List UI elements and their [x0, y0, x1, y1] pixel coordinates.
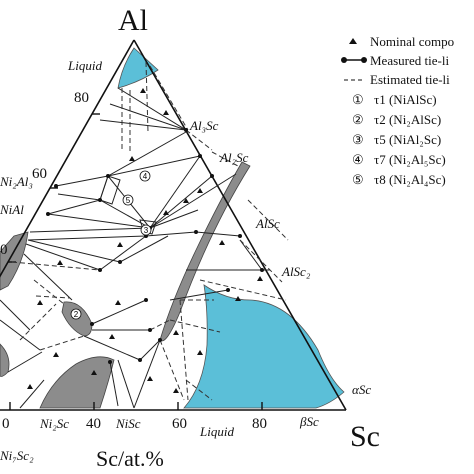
legend-nominal-label: Nominal compo — [370, 34, 454, 49]
measured-tie-lines — [0, 87, 270, 409]
left-tick-80: 80 — [74, 90, 89, 106]
phase-label-liquid-bottom: Liquid — [199, 424, 234, 439]
estimated-tie-lines — [11, 61, 289, 401]
phase-label-alsc2: AlSc₂ — [281, 264, 311, 279]
tau5-marker-label: 3 — [144, 226, 149, 235]
phase-label-al2sc: Al₂Sc — [219, 150, 249, 165]
legend-estimated-label: Estimated tie-li — [370, 72, 450, 87]
bottom-tick-80: 80 — [252, 416, 267, 432]
tau2-marker — [70, 308, 82, 320]
tau8-marker — [122, 194, 134, 206]
two-phase-region-nial — [0, 231, 29, 291]
left-tick-0: 0 — [0, 242, 8, 258]
legend-item-1-num: ① — [352, 92, 364, 107]
two-phase-region-ni2sc — [39, 356, 115, 409]
tau7-marker-label: 4 — [143, 172, 148, 181]
phase-label-ni2sc: Ni₂Sc — [39, 416, 69, 431]
phase-label-alsc: AlSc — [255, 216, 280, 231]
two-phase-region-ni7sc2 — [0, 343, 10, 377]
al-sc-edge — [133, 39, 347, 411]
tau8-marker-label: 5 — [126, 196, 131, 205]
phase-label-ni2al3: Ni₂Al₃ — [0, 174, 33, 189]
legend-item-2-text: τ2 (Ni₂AlSc) — [374, 112, 441, 127]
legend-item-2-num: ② — [352, 112, 364, 127]
nominal-composition-markers — [27, 88, 263, 393]
phase-label-liquid-top: Liquid — [67, 58, 102, 73]
tau7-marker — [139, 170, 151, 182]
corner-label-al: Al — [118, 4, 148, 37]
phase-label-beta-sc: βSc — [299, 414, 319, 429]
bottom-tick-0: 0 — [2, 416, 10, 432]
phase-label-alpha-sc: αSc — [352, 382, 371, 397]
legend-item-5-num: ⑤ — [352, 172, 364, 187]
legend-item-4-num: ④ — [352, 152, 364, 167]
legend-item-3-num: ③ — [352, 132, 364, 147]
legend-item-5-text: τ8 (Ni₂Al₄Sc) — [374, 172, 446, 187]
tau-compound-numbers: 5 4 3 2 — [70, 170, 152, 320]
ni-al-edge — [0, 39, 135, 278]
left-tick-60: 60 — [32, 166, 47, 182]
tau2-marker-label: 2 — [74, 310, 79, 319]
legend-measured-label: Measured tie-li — [370, 53, 449, 68]
legend-item-3-text: τ5 (NiAl₂Sc) — [374, 132, 441, 147]
legend: Nominal compo Measured tie-li Estimated … — [341, 34, 454, 187]
corner-label-sc: Sc — [350, 420, 380, 453]
liquid-region-sc-side — [183, 284, 345, 409]
legend-item-4-text: τ7 (Ni₂Al₅Sc) — [374, 152, 446, 167]
phase-label-ni7sc2: Ni₇Sc₂ — [0, 448, 34, 463]
liquid-region-al-corner — [117, 47, 159, 89]
tau5-marker — [140, 224, 152, 236]
axis-title: Sc/at.% — [96, 446, 164, 471]
phase-label-al3sc: Al₃Sc — [189, 118, 219, 133]
phase-label-nisc: NiSc — [115, 416, 141, 431]
phase-label-nial: NiAl — [0, 202, 24, 217]
bottom-tick-40: 40 — [86, 416, 101, 432]
legend-nominal-triangle-icon — [349, 38, 357, 44]
bottom-tick-60: 60 — [172, 416, 187, 432]
legend-item-1-text: τ1 (NiAlSc) — [374, 92, 437, 107]
